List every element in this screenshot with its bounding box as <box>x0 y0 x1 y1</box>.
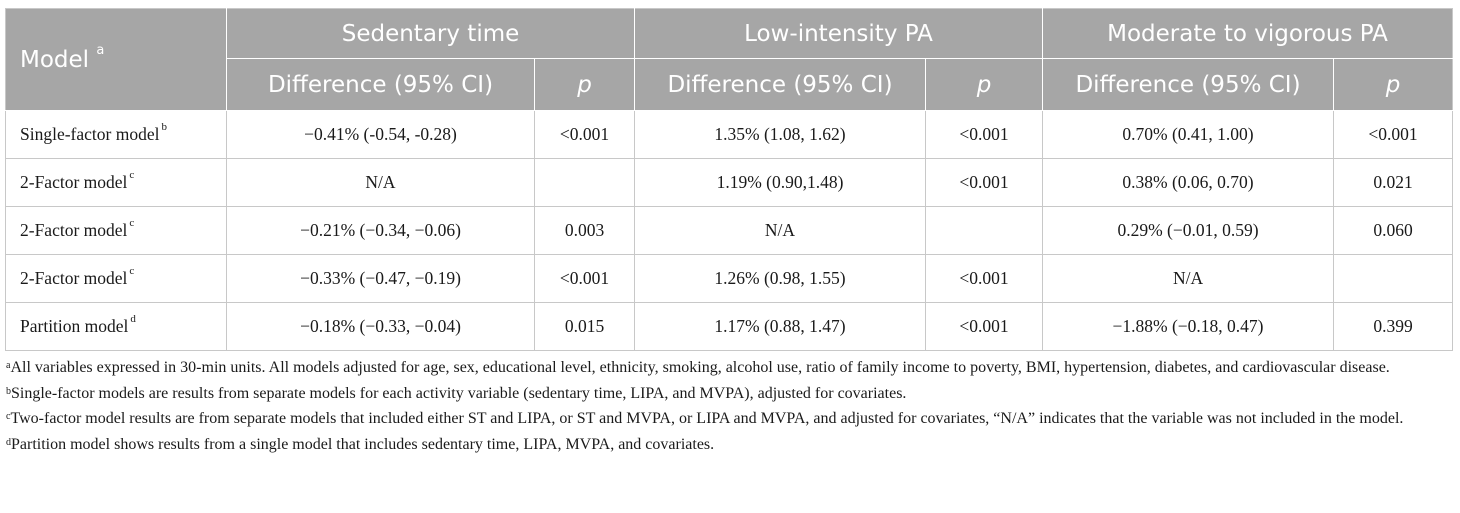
subheader-p: p <box>924 58 1043 111</box>
model-header-footnote: a <box>96 42 105 58</box>
model-header-text: Model <box>20 46 90 73</box>
footnote-marker: d <box>6 436 11 448</box>
st-p-cell: 0.015 <box>534 302 635 351</box>
st-diff-cell: −0.18% (−0.33, −0.04) <box>226 302 535 351</box>
st-p-cell: <0.001 <box>534 110 635 159</box>
st-diff-cell: −0.33% (−0.47, −0.19) <box>226 254 535 303</box>
st-p-cell: <0.001 <box>534 254 635 303</box>
row-label-text: Single-factor model <box>20 124 160 144</box>
st-p-cell: 0.003 <box>534 206 635 255</box>
subheader-difference: Difference (95% CI) <box>634 58 926 111</box>
table-row: 2-Factor model c N/A 1.19% (0.90,1.48) <0… <box>5 158 1454 207</box>
footnote: aAll variables expressed in 30-min units… <box>5 357 1452 379</box>
subheader-p: p <box>534 58 635 111</box>
lipa-p-cell: <0.001 <box>924 158 1044 207</box>
footnote-text: Two-factor model results are from separa… <box>10 410 1404 427</box>
st-diff-cell: −0.21% (−0.34, −0.06) <box>226 206 535 255</box>
lipa-diff-cell: 1.17% (0.88, 1.47) <box>634 302 926 351</box>
row-label-text: 2-Factor model <box>20 220 128 240</box>
row-label: Partition model d <box>5 302 227 351</box>
lipa-p-cell: <0.001 <box>924 254 1044 303</box>
row-label-footnote: c <box>129 169 135 181</box>
lipa-p-cell: <0.001 <box>924 110 1044 159</box>
row-label: 2-Factor model c <box>5 206 227 255</box>
mvpa-p-cell: <0.001 <box>1333 110 1454 159</box>
row-label-footnote: c <box>129 265 135 277</box>
lipa-diff-cell: 1.35% (1.08, 1.62) <box>634 110 926 159</box>
footnote-marker: a <box>6 360 11 371</box>
group-header-sedentary: Sedentary time <box>226 8 635 59</box>
row-label: 2-Factor model c <box>5 254 227 303</box>
lipa-diff-cell: 1.19% (0.90,1.48) <box>634 158 926 207</box>
model-column-header: Model a <box>5 8 227 111</box>
footnote: bSingle-factor models are results from s… <box>5 383 1452 405</box>
lipa-diff-cell: N/A <box>634 206 926 255</box>
group-header-lipa: Low-intensity PA <box>633 8 1043 59</box>
row-label-text: 2-Factor model <box>20 172 128 192</box>
mvpa-diff-cell: −1.88% (−0.18, 0.47) <box>1042 302 1335 351</box>
subheader-difference: Difference (95% CI) <box>226 58 535 111</box>
table-container: Model a Sedentary time Low-intensity PA … <box>5 8 1454 459</box>
row-label-text: 2-Factor model <box>20 268 128 288</box>
table-row: 2-Factor model c −0.21% (−0.34, −0.06) 0.… <box>5 206 1454 255</box>
footnote-text: All variables expressed in 30-min units.… <box>10 359 1390 376</box>
table-row: Single-factor model b −0.41% (-0.54, -0.2… <box>5 110 1454 159</box>
table-row: Partition model d −0.18% (−0.33, −0.04) 0… <box>5 302 1454 351</box>
lipa-p-cell <box>924 206 1044 255</box>
table-footnotes: aAll variables expressed in 30-min units… <box>5 357 1452 455</box>
mvpa-p-cell: 0.021 <box>1333 158 1454 207</box>
footnote-marker: c <box>6 411 11 422</box>
row-label-footnote: d <box>130 313 136 325</box>
mvpa-diff-cell: N/A <box>1042 254 1335 303</box>
row-label: 2-Factor model c <box>5 158 227 207</box>
mvpa-diff-cell: 0.38% (0.06, 0.70) <box>1042 158 1335 207</box>
footnote: dPartition model shows results from a si… <box>5 434 1452 456</box>
row-label-text: Partition model <box>20 316 129 336</box>
row-label-footnote: b <box>161 121 167 133</box>
mvpa-p-cell <box>1333 254 1454 303</box>
group-header-mvpa: Moderate to vigorous PA <box>1042 8 1453 59</box>
footnote-marker: b <box>6 385 11 397</box>
footnote: cTwo-factor model results are from separ… <box>5 408 1452 430</box>
mvpa-p-cell: 0.399 <box>1333 302 1454 351</box>
lipa-p-cell: <0.001 <box>924 302 1044 351</box>
footnote-text: Partition model shows results from a sin… <box>11 435 715 453</box>
lipa-diff-cell: 1.26% (0.98, 1.55) <box>634 254 926 303</box>
table-body: Single-factor model b −0.41% (-0.54, -0.2… <box>5 110 1454 351</box>
row-label-footnote: c <box>129 217 135 229</box>
st-diff-cell: −0.41% (-0.54, -0.28) <box>226 110 535 159</box>
results-table: Model a Sedentary time Low-intensity PA … <box>5 8 1454 351</box>
subheader-p: p <box>1333 58 1453 111</box>
mvpa-diff-cell: 0.29% (−0.01, 0.59) <box>1042 206 1335 255</box>
table-row: 2-Factor model c −0.33% (−0.47, −0.19) <0… <box>5 254 1454 303</box>
footnote-text: Single-factor models are results from se… <box>11 384 907 402</box>
st-diff-cell: N/A <box>226 158 535 207</box>
row-label: Single-factor model b <box>5 110 227 159</box>
subheader-difference: Difference (95% CI) <box>1042 58 1334 111</box>
mvpa-p-cell: 0.060 <box>1333 206 1454 255</box>
st-p-cell <box>534 158 635 207</box>
mvpa-diff-cell: 0.70% (0.41, 1.00) <box>1042 110 1335 159</box>
table-header: Model a Sedentary time Low-intensity PA … <box>5 8 1453 111</box>
